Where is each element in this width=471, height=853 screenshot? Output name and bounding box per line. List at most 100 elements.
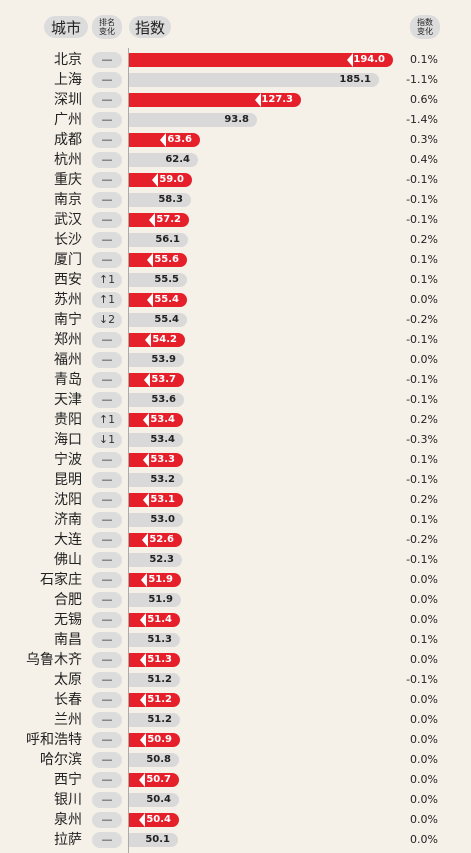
bar-notch (143, 493, 149, 507)
bar-合肥: 51.9 (129, 593, 181, 607)
city-label: 贵阳 (54, 412, 82, 428)
bar-沈阳: 53.1 (129, 493, 183, 507)
city-label: 福州 (54, 352, 82, 368)
table-row: 南昌 — 51.3 0.1% (0, 630, 471, 650)
rank-change-badge: — (92, 672, 122, 688)
bar-上海: 185.1 (129, 73, 379, 87)
city-label: 沈阳 (54, 492, 82, 508)
bar-拉萨: 50.1 (129, 833, 178, 847)
bar-value-label: 53.9 (151, 354, 176, 365)
rank-change-badge: — (92, 692, 122, 708)
table-row: 广州 — 93.8 -1.4% (0, 110, 471, 130)
city-label: 重庆 (54, 172, 82, 188)
city-label: 石家庄 (40, 572, 82, 588)
table-row: 重庆 — 59.0 -0.1% (0, 170, 471, 190)
bar-notch (149, 213, 155, 227)
rank-change-badge: — (92, 372, 122, 388)
index-change-value: 0.0% (410, 293, 438, 306)
bar-value-label: 55.5 (154, 274, 179, 285)
city-label: 拉萨 (54, 832, 82, 848)
city-label: 兰州 (54, 712, 82, 728)
rank-change-badge: — (92, 812, 122, 828)
bar-福州: 53.9 (129, 353, 184, 367)
city-label: 武汉 (54, 212, 82, 228)
table-row: 福州 — 53.9 0.0% (0, 350, 471, 370)
table-row: 苏州 ↑1 55.4 0.0% (0, 290, 471, 310)
city-label: 西宁 (54, 772, 82, 788)
index-change-value: -0.2% (406, 313, 438, 326)
rank-change-badge: — (92, 472, 122, 488)
index-change-value: 0.1% (410, 53, 438, 66)
city-label: 宁波 (54, 452, 82, 468)
index-change-value: 0.0% (410, 773, 438, 786)
bar-notch (141, 573, 147, 587)
rank-change-badge: — (92, 252, 122, 268)
bar-notch (255, 93, 261, 107)
table-row: 上海 — 185.1 -1.1% (0, 70, 471, 90)
bar-notch (145, 333, 151, 347)
rank-change-badge: — (92, 652, 122, 668)
rank-change-badge: — (92, 792, 122, 808)
table-row: 合肥 — 51.9 0.0% (0, 590, 471, 610)
rank-change-badge: — (92, 712, 122, 728)
bar-value-label: 50.4 (146, 814, 171, 825)
city-label: 无锡 (54, 612, 82, 628)
header-rank-change-line1: 排名 (99, 18, 115, 27)
index-change-value: -0.1% (406, 373, 438, 386)
rank-change-badge: — (92, 72, 122, 88)
bar-value-label: 50.9 (147, 734, 172, 745)
bar-value-label: 59.0 (159, 174, 184, 185)
city-label: 银川 (54, 792, 82, 808)
index-change-value: -0.1% (406, 673, 438, 686)
bar-哈尔滨: 50.8 (129, 753, 179, 767)
city-label: 海口 (54, 432, 82, 448)
rank-change-badge: — (92, 212, 122, 228)
city-label: 郑州 (54, 332, 82, 348)
bar-郑州: 54.2 (129, 333, 185, 347)
index-change-value: 0.1% (410, 453, 438, 466)
bar-notch (139, 813, 145, 827)
bar-呼和浩特: 50.9 (129, 733, 180, 747)
rank-change-badge: ↑1 (92, 292, 122, 308)
index-change-value: -0.1% (406, 193, 438, 206)
bar-value-label: 53.2 (150, 474, 175, 485)
bar-杭州: 62.4 (129, 153, 198, 167)
bar-贵阳: 53.4 (129, 413, 183, 427)
bar-value-label: 51.3 (147, 654, 172, 665)
rank-change-badge: — (92, 172, 122, 188)
table-row: 石家庄 — 51.9 0.0% (0, 570, 471, 590)
table-row: 深圳 — 127.3 0.6% (0, 90, 471, 110)
city-label: 天津 (54, 392, 82, 408)
bar-大连: 52.6 (129, 533, 182, 547)
city-label: 昆明 (54, 472, 82, 488)
table-row: 海口 ↓1 53.4 -0.3% (0, 430, 471, 450)
bar-value-label: 55.4 (154, 314, 179, 325)
bar-value-label: 50.7 (146, 774, 171, 785)
bar-太原: 51.2 (129, 673, 180, 687)
table-row: 佛山 — 52.3 -0.1% (0, 550, 471, 570)
table-row: 天津 — 53.6 -0.1% (0, 390, 471, 410)
header-index-change-line1: 指数 (417, 18, 433, 27)
bar-notch (139, 773, 145, 787)
bar-value-label: 51.2 (147, 714, 172, 725)
bar-南昌: 51.3 (129, 633, 180, 647)
bar-value-label: 63.6 (167, 134, 192, 145)
table-row: 郑州 — 54.2 -0.1% (0, 330, 471, 350)
city-label: 青岛 (54, 372, 82, 388)
index-change-value: 0.0% (410, 573, 438, 586)
rank-change-badge: — (92, 132, 122, 148)
bar-value-label: 53.0 (150, 514, 175, 525)
bar-无锡: 51.4 (129, 613, 180, 627)
bar-notch (140, 733, 146, 747)
rank-change-badge: — (92, 152, 122, 168)
table-row: 西安 ↑1 55.5 0.1% (0, 270, 471, 290)
bar-value-label: 53.4 (150, 434, 175, 445)
index-change-value: -0.1% (406, 213, 438, 226)
bar-notch (140, 613, 146, 627)
bar-西宁: 50.7 (129, 773, 179, 787)
rank-change-badge: — (92, 612, 122, 628)
bar-长春: 51.2 (129, 693, 180, 707)
table-row: 贵阳 ↑1 53.4 0.2% (0, 410, 471, 430)
city-label: 合肥 (54, 592, 82, 608)
index-change-value: 0.0% (410, 713, 438, 726)
